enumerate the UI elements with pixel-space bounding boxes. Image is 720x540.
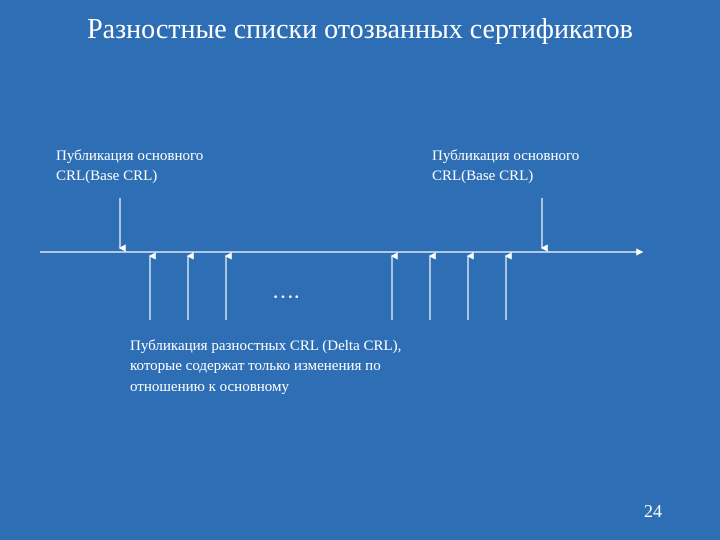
timeline-diagram	[0, 0, 720, 540]
page-number: 24	[644, 501, 662, 522]
